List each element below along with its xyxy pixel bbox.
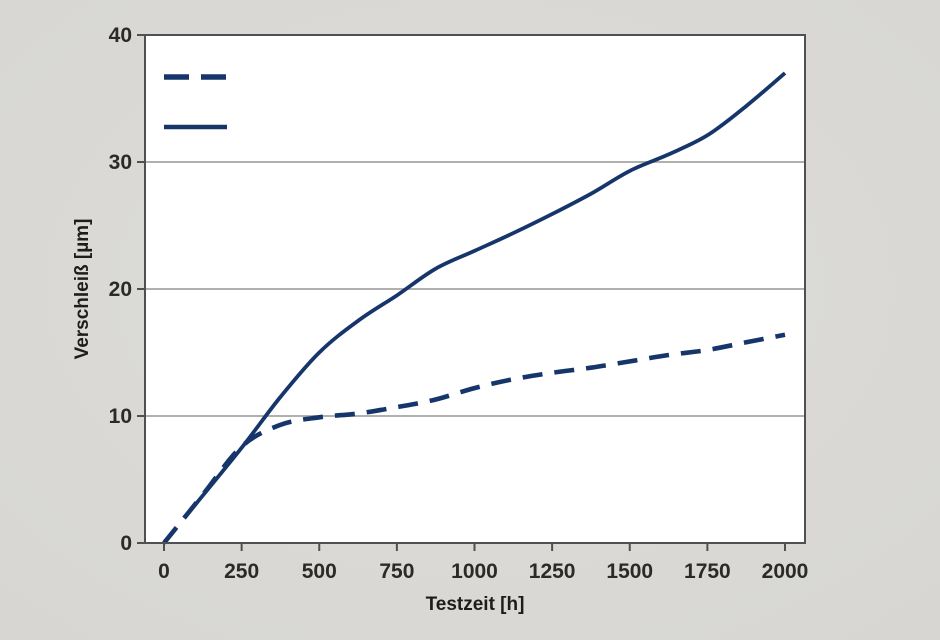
plot-border [144, 34, 806, 544]
y-axis-title: Verschleiß [µm] [72, 219, 93, 360]
x-tick-label-1750: 1750 [684, 560, 731, 583]
y-tick-label-10: 10 [109, 405, 132, 428]
y-tick-label-30: 30 [109, 151, 132, 174]
x-tick-label-0: 0 [158, 560, 170, 583]
solid-series-line [193, 71, 787, 507]
y-tick-label-40: 40 [109, 24, 132, 47]
x-tick-label-250: 250 [224, 560, 259, 583]
x-tick-label-1250: 1250 [529, 560, 576, 583]
data-series [162, 71, 787, 545]
legend [164, 74, 227, 130]
x-tick-label-2000: 2000 [762, 560, 809, 583]
dashed-series-line [162, 332, 786, 545]
axis-ticks: 0 250 500 750 1000 1250 1500 1750 2000 0 10 20 30 40 [109, 24, 809, 583]
x-tick-label-500: 500 [302, 560, 337, 583]
x-tick-label-1500: 1500 [606, 560, 653, 583]
gridlines [145, 161, 805, 417]
x-tick-label-750: 750 [379, 560, 414, 583]
x-axis-title: Testzeit [h] [426, 594, 525, 615]
y-tick-label-20: 20 [109, 278, 132, 301]
y-tick-label-0: 0 [120, 532, 132, 555]
x-tick-label-1000: 1000 [451, 560, 498, 583]
